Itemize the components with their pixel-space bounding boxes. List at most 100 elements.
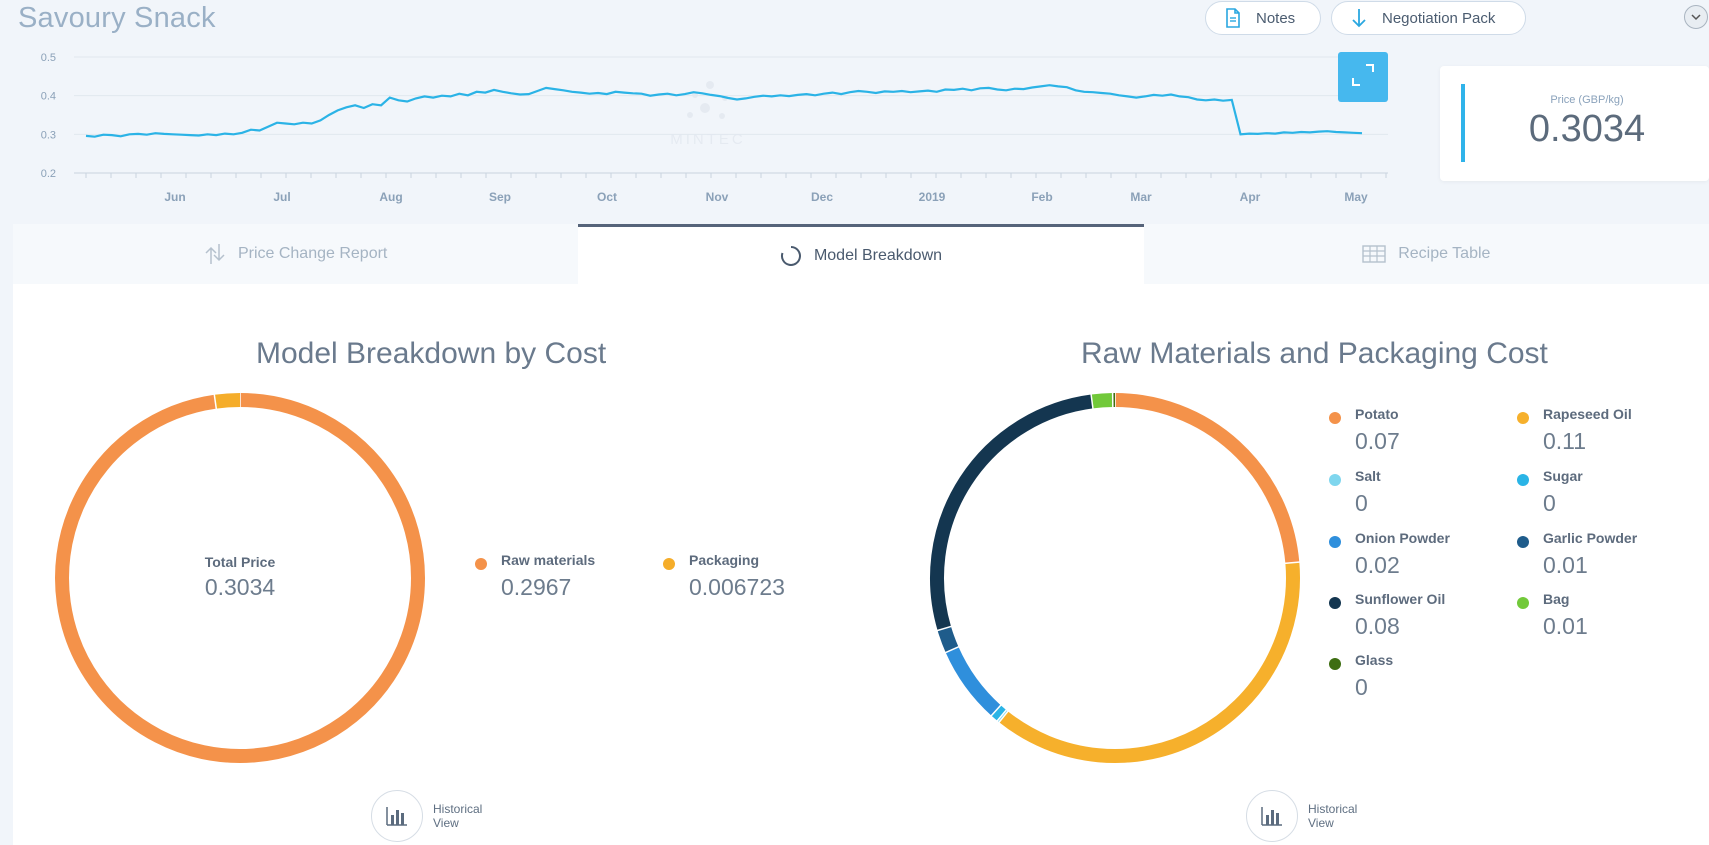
slice-separator [1284,561,1301,565]
legend-name: Garlic Powder [1543,530,1638,546]
slice-separator [213,393,218,410]
tab-model-breakdown[interactable]: Model Breakdown [578,224,1144,284]
x-tick-label: May [1344,190,1368,204]
legend-value: 0 [1355,674,1368,700]
donut-slice-sugar[interactable] [991,705,1007,721]
model-breakdown-panel: Model Breakdown by Cost Total Price 0.30… [13,284,1709,845]
y-tick-label: 0.3 [41,129,56,141]
legend-dot [1329,412,1341,424]
historical-view-label: Historical View [433,802,483,830]
bar-chart-icon [371,790,423,842]
donut-slice-sunflower-oil[interactable] [930,394,1093,631]
legend-dot [1329,536,1341,548]
total-price-label: Total Price [204,554,276,570]
slice-separator [990,703,1002,717]
legend-dot [475,558,487,570]
expand-chart-button[interactable] [1338,52,1388,102]
tab-bar: Price Change Report Model Breakdown Reci… [13,224,1709,284]
legend-dot [1517,536,1529,548]
legend-dot [1517,474,1529,486]
legend-dot [1329,474,1341,486]
legend-value: 0 [1543,490,1556,516]
tab-label: Recipe Table [1398,245,1491,262]
donut-slice-garlic-powder[interactable] [937,626,959,653]
menu-dropdown-button[interactable] [1684,5,1708,29]
total-price-value: 0.3034 [204,574,276,600]
x-tick-label: Feb [1031,190,1052,204]
donut-slice-potato[interactable] [1114,393,1300,564]
legend-name: Bag [1543,591,1570,607]
legend-name: Rapeseed Oil [1543,406,1632,422]
x-tick-label: Nov [706,190,729,204]
donut-slice-onion-powder[interactable] [945,646,1001,716]
legend-dot [1517,412,1529,424]
chevron-down-icon [1691,8,1701,26]
bar-chart-icon [1246,790,1298,842]
price-value: 0.3034 [1528,108,1646,150]
slice-separator [996,708,1008,722]
donut-slice-rapeseed-oil[interactable] [999,562,1300,763]
legend-value: 0.02 [1355,552,1400,578]
x-tick-label: Oct [597,190,617,204]
legend-dot [1329,597,1341,609]
y-tick-label: 0.5 [41,52,56,64]
x-tick-label: Aug [379,190,402,204]
expand-icon [1350,62,1376,93]
negotiation-pack-button[interactable]: Negotiation Pack [1331,1,1526,35]
historical-view-label: Historical View [1308,802,1358,830]
legend-name: Sugar [1543,468,1583,484]
donut-icon [780,245,802,267]
svg-text:MINTEC: MINTEC [670,131,746,148]
donut-center: Total Price 0.3034 [140,554,340,601]
legend-name: Salt [1355,468,1381,484]
legend-value: 0.01 [1543,613,1588,639]
chart-watermark: MINTEC [670,81,746,148]
legend-name: Sunflower Oil [1355,591,1446,607]
legend-value: 0.01 [1543,552,1588,578]
slice-separator [1090,393,1094,410]
tab-label: Model Breakdown [813,246,943,264]
legend-value: 0.11 [1543,428,1587,454]
x-tick-label: Jun [164,190,185,204]
page-title: Savoury Snack [18,2,216,34]
price-series-line [85,84,1363,138]
legend-value: 0.006723 [689,574,785,600]
legend-dot [1517,597,1529,609]
donut-slice-packaging[interactable] [214,393,241,409]
legend-dot [1329,658,1341,670]
donut-slice-raw-materials[interactable] [55,393,425,763]
negotiation-pack-label: Negotiation Pack [1382,9,1496,27]
legend-value: 0.07 [1355,428,1400,454]
table-icon [1362,244,1386,264]
tab-recipe-table[interactable]: Recipe Table [1143,224,1709,284]
slice-separator [944,645,960,654]
x-tick-label: Jul [273,190,290,204]
legend-name: Raw materials [501,552,596,568]
legend-dot [663,558,675,570]
price-change-icon [204,242,226,266]
price-card: Price (GBP/kg) 0.3034 [1440,66,1709,181]
legend-value: 0 [1355,490,1368,516]
legend-name: Packaging [689,552,760,568]
download-arrow-icon [1348,7,1370,29]
x-tick-label: Apr [1240,190,1261,204]
slice-separator [936,625,953,632]
y-tick-label: 0.2 [41,168,56,180]
slice-separator [997,710,1010,724]
raw-materials-donut [930,392,1301,763]
tab-price-change-report[interactable]: Price Change Report [13,224,579,284]
x-tick-label: Dec [811,190,833,204]
notes-button[interactable]: Notes [1205,1,1321,35]
historical-view-button-left[interactable]: Historical View [371,790,503,842]
donut-slice-bag[interactable] [1091,393,1113,409]
model-breakdown-donut [55,392,425,763]
historical-view-button-right[interactable]: Historical View [1246,790,1378,842]
x-tick-label: Mar [1130,190,1152,204]
y-tick-label: 0.4 [41,91,56,103]
price-history-chart: MINTEC 0.5 0.4 0.3 0.2 Jun Jul Aug Sep Oct Nov De… [41,52,1388,204]
legend-value: 0.2967 [501,574,572,600]
document-icon [1222,7,1244,29]
price-label: Price (GBP/kg) [1550,94,1624,106]
legend-name: Glass [1355,652,1394,668]
legend-value: 0.08 [1355,613,1400,639]
